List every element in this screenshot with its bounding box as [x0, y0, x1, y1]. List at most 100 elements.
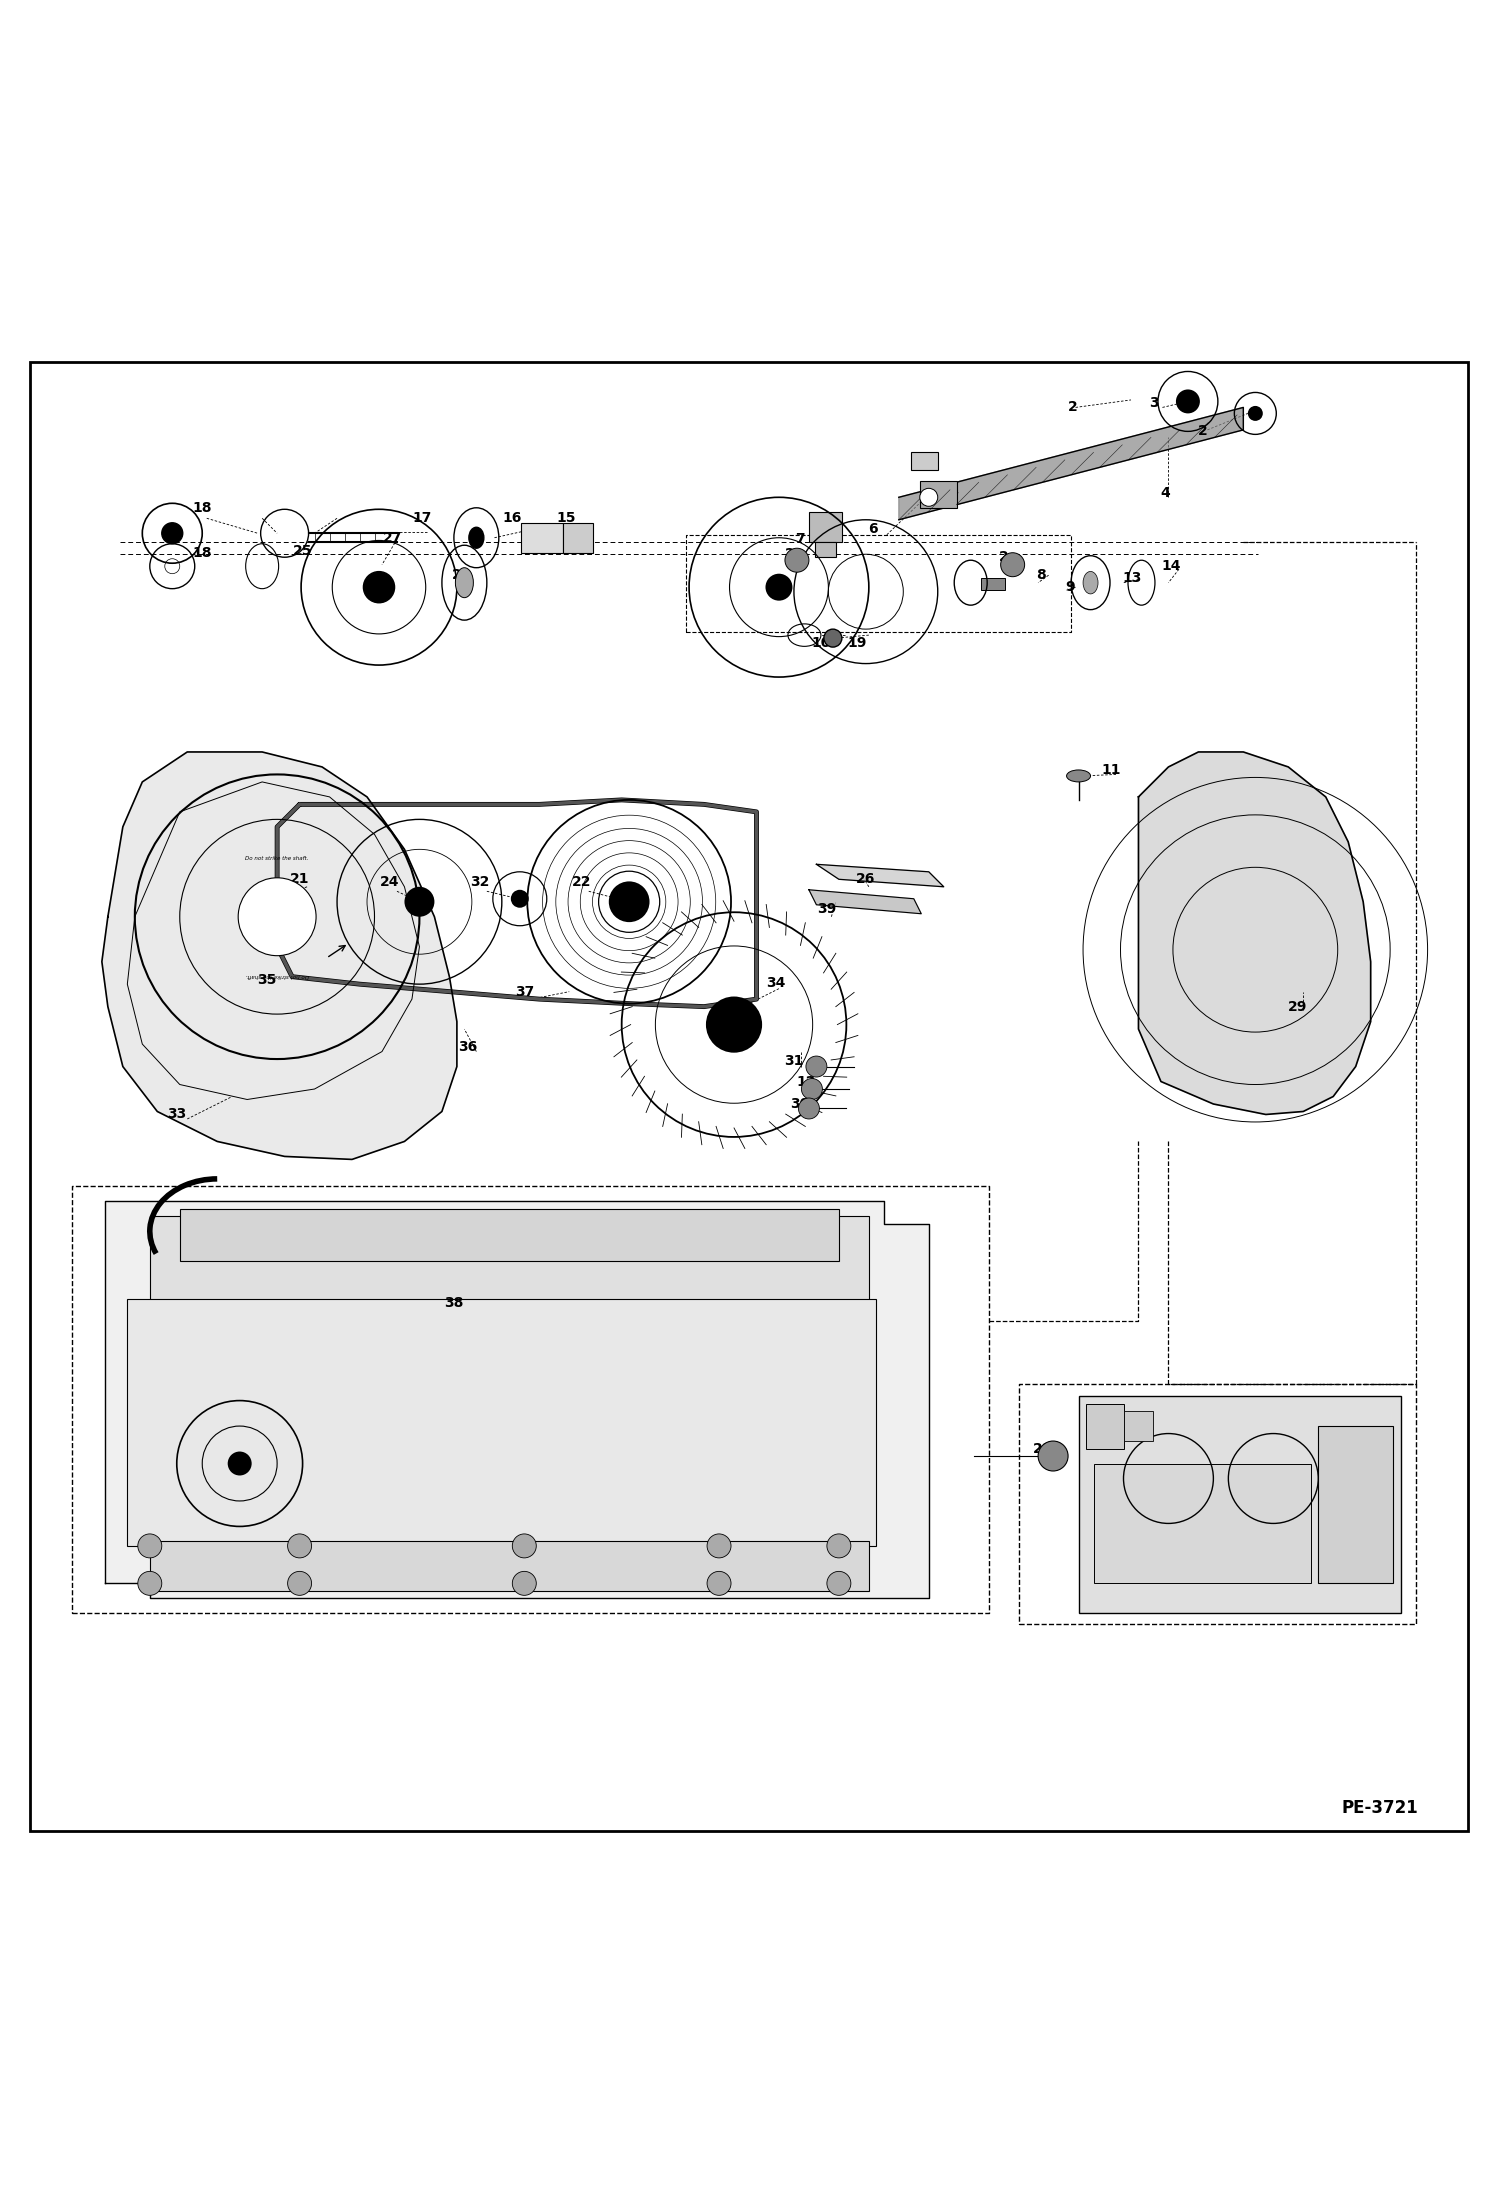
Text: 19: 19	[848, 636, 866, 649]
Circle shape	[1248, 406, 1263, 421]
Ellipse shape	[1083, 572, 1098, 594]
Bar	[920, 480, 957, 509]
Text: 35: 35	[258, 974, 276, 987]
Text: 8: 8	[1037, 568, 1046, 581]
Circle shape	[404, 886, 434, 917]
Circle shape	[512, 1572, 536, 1594]
Text: 9: 9	[1065, 581, 1074, 594]
Circle shape	[1176, 390, 1200, 414]
Text: 4: 4	[1161, 487, 1170, 500]
Text: 2: 2	[999, 550, 1008, 564]
Text: 20: 20	[452, 568, 470, 581]
Ellipse shape	[469, 526, 484, 548]
Text: Do not strike the shaft.: Do not strike the shaft.	[246, 974, 309, 978]
Circle shape	[785, 548, 809, 572]
Text: Do not strike the shaft.: Do not strike the shaft.	[246, 855, 309, 862]
Text: 12: 12	[795, 1075, 816, 1088]
Text: 27: 27	[383, 531, 401, 544]
Circle shape	[511, 890, 529, 908]
Circle shape	[765, 575, 792, 601]
Text: 29: 29	[1288, 1000, 1306, 1013]
Text: 18: 18	[192, 546, 213, 559]
Text: 33: 33	[168, 1107, 186, 1121]
Bar	[1086, 1404, 1124, 1450]
Bar	[150, 1542, 869, 1590]
Text: 22: 22	[571, 875, 592, 890]
Text: 2: 2	[1198, 425, 1207, 439]
Bar	[563, 522, 593, 553]
Polygon shape	[816, 864, 944, 886]
Bar	[809, 513, 842, 542]
Text: 24: 24	[379, 875, 400, 890]
Text: 34: 34	[767, 976, 785, 989]
Text: 38: 38	[445, 1296, 463, 1309]
Text: 39: 39	[818, 901, 836, 917]
Text: 18: 18	[192, 500, 213, 515]
Text: 13: 13	[1124, 570, 1141, 586]
Text: PE-3721: PE-3721	[1342, 1798, 1419, 1818]
Circle shape	[138, 1533, 162, 1557]
Circle shape	[288, 1533, 312, 1557]
Circle shape	[288, 1572, 312, 1594]
Text: 2: 2	[1068, 401, 1077, 414]
Text: 32: 32	[470, 875, 488, 890]
Circle shape	[827, 1572, 851, 1594]
Polygon shape	[809, 890, 921, 914]
Text: 37: 37	[515, 985, 533, 998]
Text: 6: 6	[869, 522, 878, 535]
Polygon shape	[105, 1202, 929, 1599]
Bar	[1124, 1410, 1153, 1441]
Text: 16: 16	[503, 511, 521, 526]
Circle shape	[162, 522, 183, 544]
Circle shape	[801, 1079, 822, 1099]
Bar	[150, 1217, 869, 1307]
Text: 21: 21	[289, 873, 310, 886]
Text: 23: 23	[1285, 1489, 1303, 1502]
Circle shape	[707, 1533, 731, 1557]
Circle shape	[512, 1533, 536, 1557]
Bar	[127, 1298, 876, 1546]
Circle shape	[1038, 1441, 1068, 1472]
Bar	[521, 522, 563, 553]
Bar	[1094, 1463, 1311, 1583]
Circle shape	[798, 1099, 819, 1118]
Bar	[911, 452, 938, 469]
Circle shape	[806, 1057, 827, 1077]
Circle shape	[706, 996, 762, 1053]
Text: 14: 14	[1161, 559, 1182, 572]
Bar	[815, 542, 836, 557]
Circle shape	[827, 1533, 851, 1557]
Circle shape	[138, 1572, 162, 1594]
Polygon shape	[102, 752, 457, 1160]
Text: 17: 17	[413, 511, 431, 526]
Text: 31: 31	[785, 1053, 803, 1068]
Bar	[180, 1208, 839, 1261]
Text: 2: 2	[785, 548, 794, 561]
Circle shape	[707, 1572, 731, 1594]
Circle shape	[228, 1452, 252, 1476]
Ellipse shape	[455, 568, 473, 599]
Circle shape	[238, 877, 316, 956]
Bar	[1318, 1425, 1393, 1583]
Text: 15: 15	[556, 511, 577, 526]
Circle shape	[364, 572, 394, 603]
Circle shape	[608, 882, 650, 921]
Circle shape	[824, 629, 842, 647]
Text: 3: 3	[1149, 397, 1158, 410]
Text: 5: 5	[947, 480, 956, 493]
Bar	[1079, 1397, 1401, 1614]
Text: 30: 30	[791, 1096, 809, 1112]
Polygon shape	[899, 408, 1243, 520]
Bar	[981, 579, 1005, 590]
Text: 25: 25	[292, 544, 313, 559]
Text: 7: 7	[795, 533, 804, 546]
Text: 28: 28	[1032, 1441, 1053, 1456]
Text: 36: 36	[458, 1039, 476, 1055]
Circle shape	[1001, 553, 1025, 577]
Circle shape	[920, 489, 938, 507]
Text: 11: 11	[1101, 763, 1122, 776]
Text: 26: 26	[857, 873, 875, 886]
Text: 10: 10	[812, 636, 830, 649]
Ellipse shape	[1067, 770, 1091, 783]
Polygon shape	[1138, 752, 1371, 1114]
